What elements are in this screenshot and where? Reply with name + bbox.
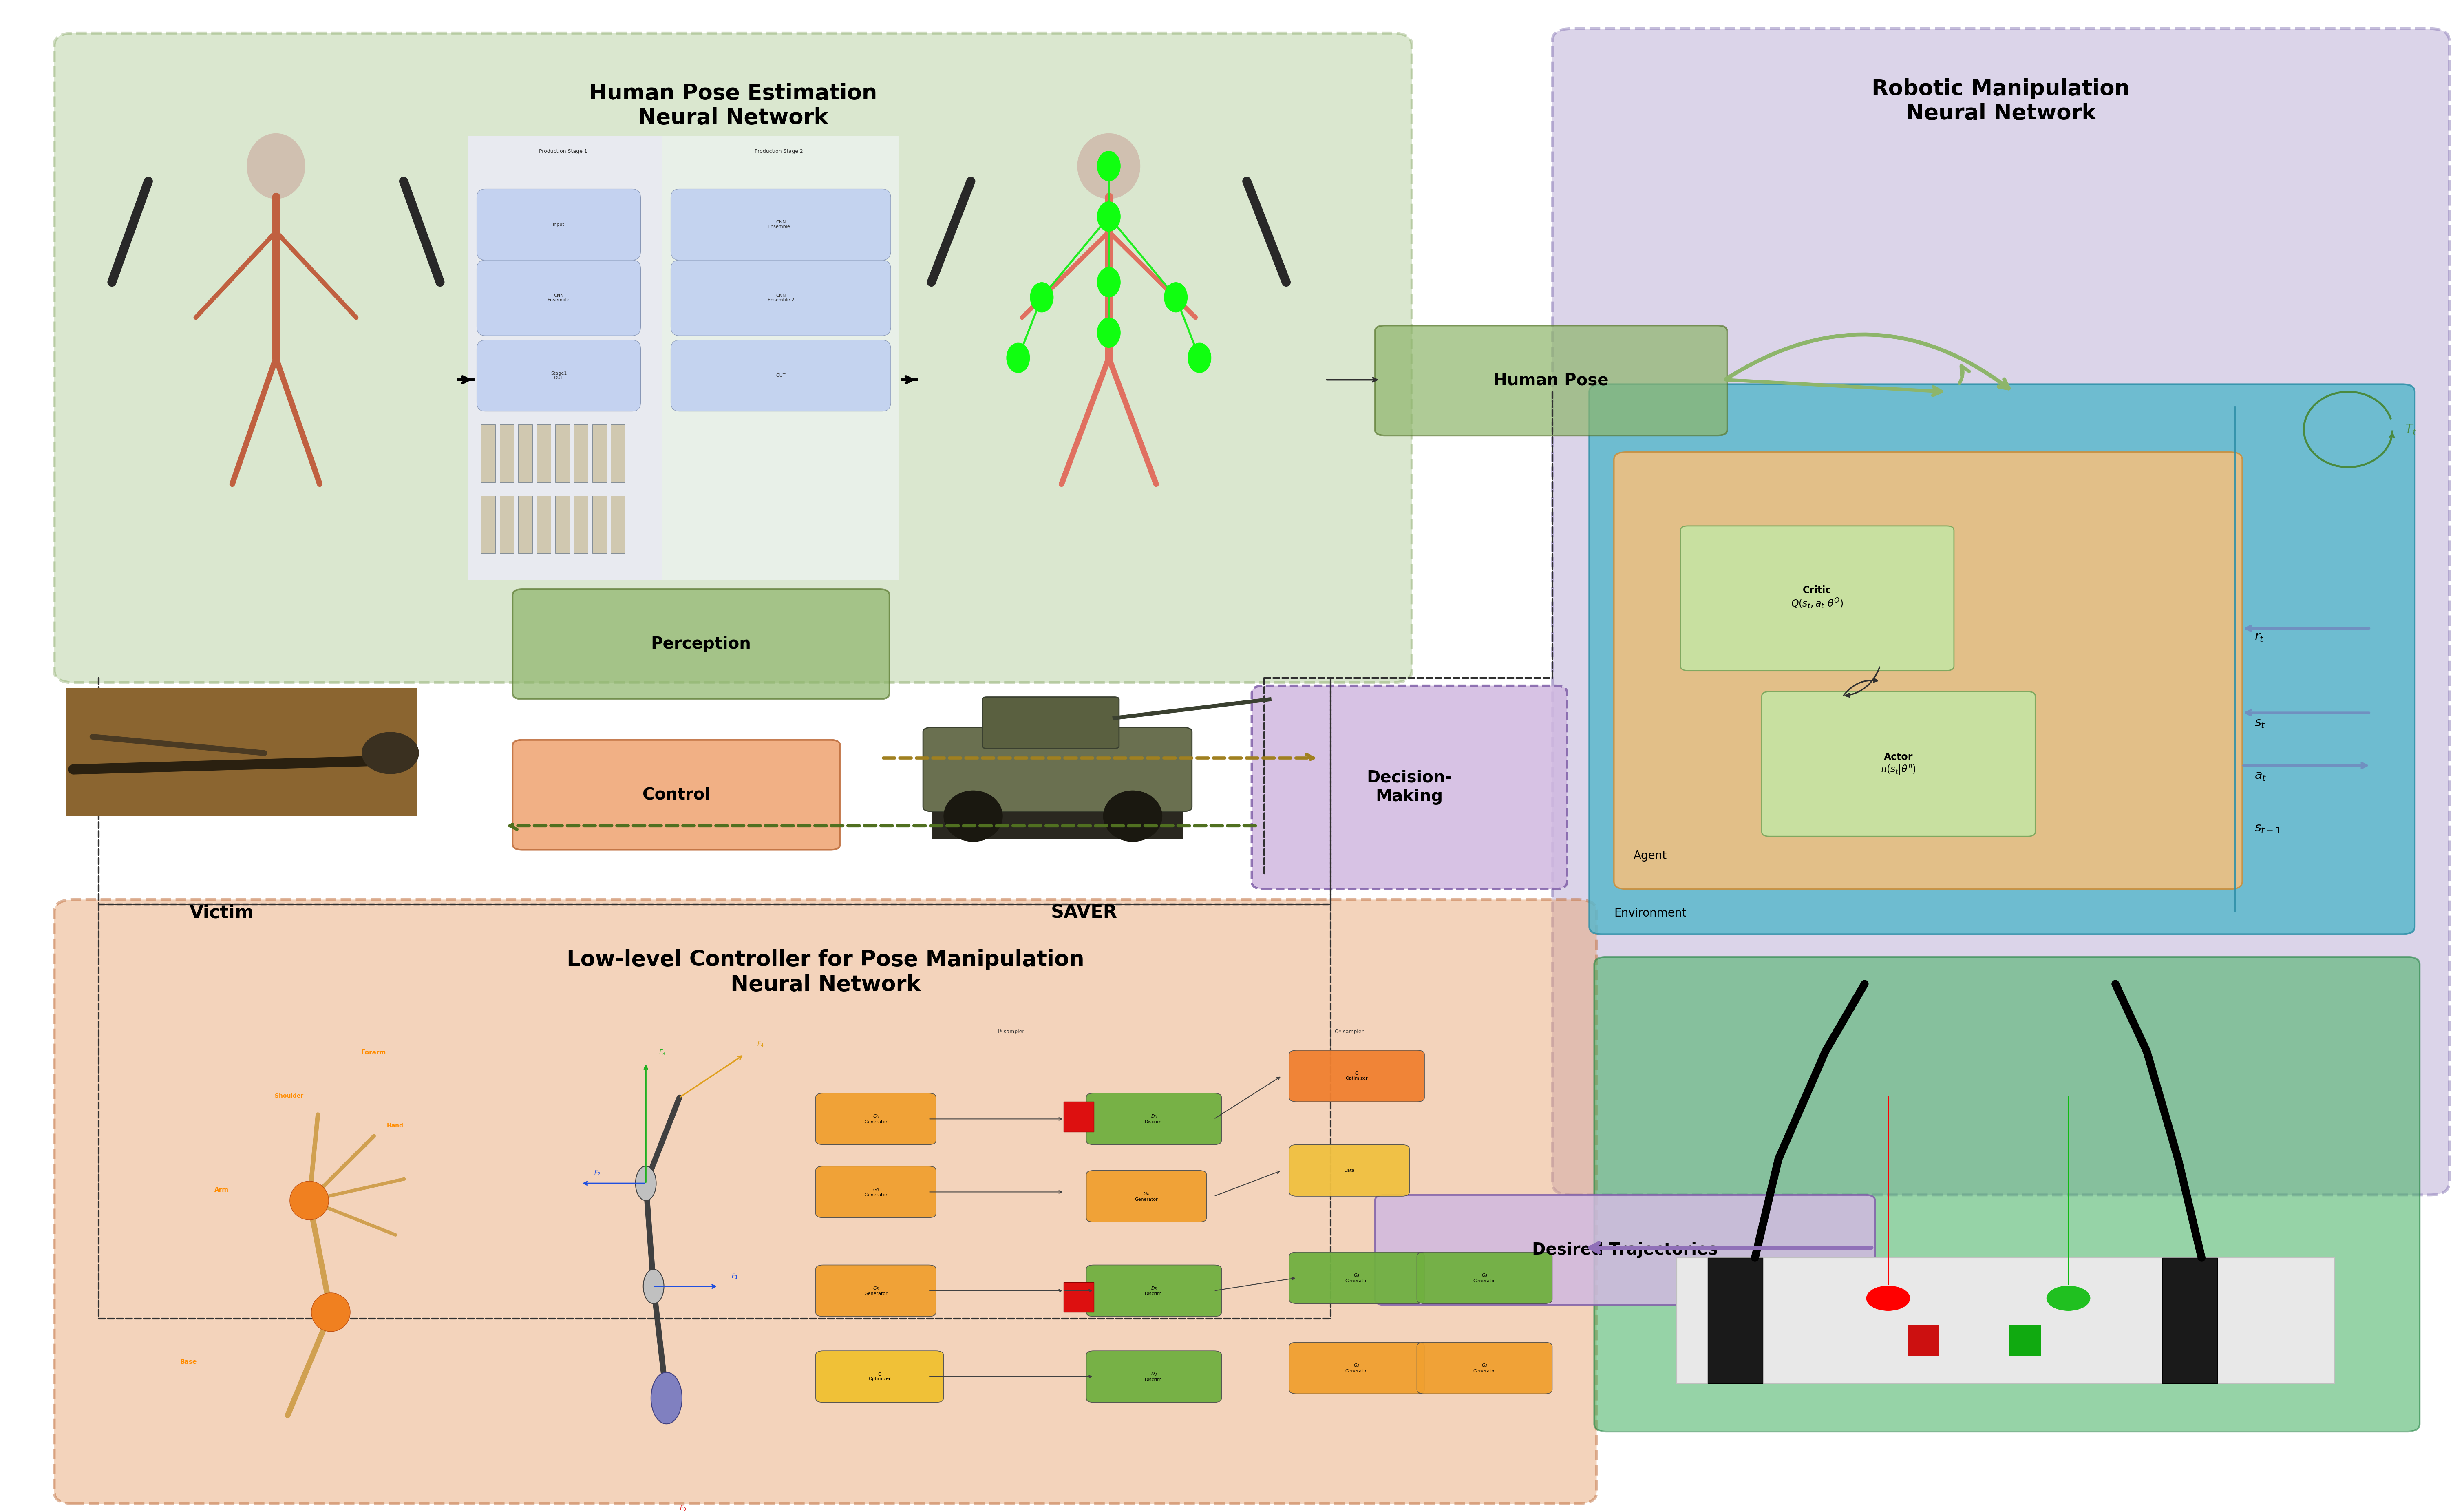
FancyBboxPatch shape: [513, 740, 840, 849]
Text: Actor
$\pi(s_t|\theta^\pi)$: Actor $\pi(s_t|\theta^\pi)$: [1880, 752, 1917, 775]
FancyBboxPatch shape: [1375, 1195, 1875, 1306]
Text: Human Pose Estimation
Neural Network: Human Pose Estimation Neural Network: [589, 83, 877, 128]
Text: Decision-
Making: Decision- Making: [1368, 769, 1451, 805]
Text: $T_t$: $T_t$: [2405, 423, 2417, 435]
FancyBboxPatch shape: [1762, 692, 2035, 836]
Text: Human Pose: Human Pose: [1493, 372, 1609, 388]
Text: $s_{t+1}$: $s_{t+1}$: [2255, 823, 2282, 834]
FancyBboxPatch shape: [54, 33, 1412, 683]
Text: $r_t$: $r_t$: [2255, 632, 2264, 644]
Text: SAVER: SAVER: [1052, 904, 1116, 922]
Text: Perception: Perception: [650, 636, 752, 653]
FancyBboxPatch shape: [1614, 452, 2242, 888]
FancyBboxPatch shape: [1375, 325, 1727, 435]
Text: Critic
$Q(s_t, a_t|\theta^Q)$: Critic $Q(s_t, a_t|\theta^Q)$: [1791, 586, 1843, 610]
Text: $s_t$: $s_t$: [2255, 718, 2264, 730]
Text: $a_t$: $a_t$: [2255, 771, 2267, 783]
Text: Agent: Agent: [1634, 851, 1668, 861]
Text: Robotic Manipulation
Neural Network: Robotic Manipulation Neural Network: [1873, 79, 2129, 124]
FancyBboxPatch shape: [54, 899, 1597, 1503]
FancyBboxPatch shape: [1680, 526, 1954, 671]
Text: Environment: Environment: [1614, 908, 1685, 919]
Text: Victim: Victim: [190, 904, 254, 922]
Text: Low-level Controller for Pose Manipulation
Neural Network: Low-level Controller for Pose Manipulati…: [567, 949, 1084, 996]
Text: Desired Trajectories: Desired Trajectories: [1533, 1242, 1717, 1259]
FancyBboxPatch shape: [1552, 29, 2449, 1195]
FancyBboxPatch shape: [1252, 686, 1567, 888]
Text: Control: Control: [643, 787, 710, 802]
FancyBboxPatch shape: [513, 589, 890, 700]
FancyBboxPatch shape: [1594, 956, 2420, 1431]
FancyBboxPatch shape: [1589, 384, 2415, 934]
